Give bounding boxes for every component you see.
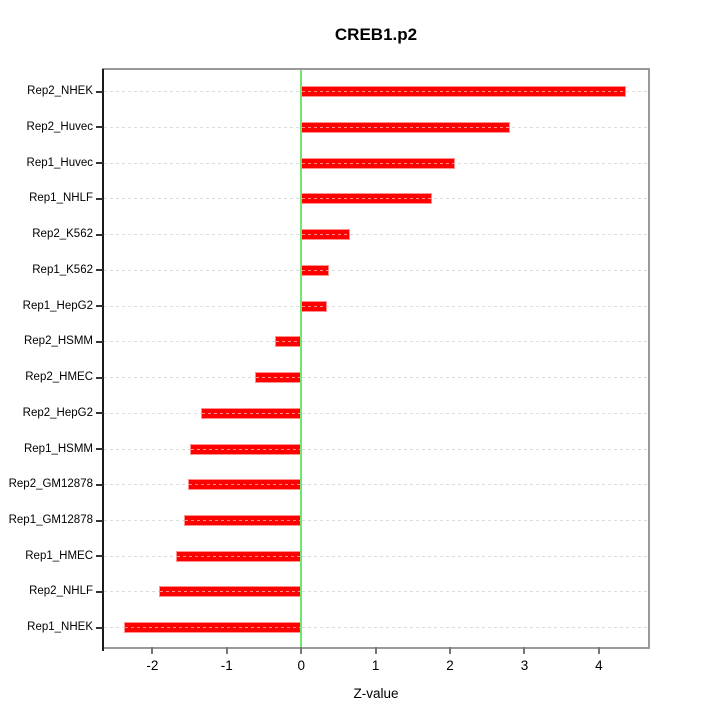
y-tick	[96, 126, 103, 129]
y-tick	[96, 233, 103, 236]
gridline	[104, 484, 648, 486]
x-axis-title: Z-value	[353, 686, 399, 701]
bar-gridline-overlay	[302, 126, 510, 128]
category-label: Rep1_K562	[32, 263, 93, 276]
gridline	[104, 341, 648, 343]
bar-gridline-overlay	[185, 520, 301, 521]
x-tick-label: 0	[297, 658, 305, 673]
category-label: Rep1_Huvec	[26, 156, 93, 169]
category-label: Rep2_NHEK	[27, 85, 93, 98]
bar	[190, 443, 302, 455]
category-label: Rep2_Huvec	[26, 120, 93, 133]
y-tick	[96, 626, 103, 629]
y-tick	[96, 376, 103, 379]
y-axis-line	[102, 69, 104, 651]
y-tick	[96, 519, 103, 522]
bar-gridline-overlay	[191, 448, 301, 450]
y-tick	[96, 305, 103, 308]
gridline	[104, 591, 648, 593]
category-label: Rep2_GM12878	[8, 478, 93, 491]
bar-gridline-overlay	[302, 91, 626, 93]
x-tick	[225, 647, 228, 654]
y-tick	[96, 590, 103, 593]
x-tick	[523, 647, 526, 654]
category-label: Rep1_NHEK	[27, 621, 93, 634]
x-tick-label: 2	[446, 658, 454, 673]
plot-area	[104, 70, 648, 647]
category-label: Rep1_HMEC	[25, 549, 93, 562]
category-label: Rep2_NHLF	[29, 585, 93, 598]
y-tick	[96, 448, 103, 451]
chart-title: CREB1.p2	[334, 25, 418, 44]
y-tick	[96, 555, 103, 558]
bar	[184, 515, 302, 526]
bar-gridline-overlay	[302, 305, 326, 307]
x-tick	[300, 647, 303, 654]
gridline	[104, 305, 648, 307]
gridline	[104, 555, 648, 557]
category-label: Rep1_HSMM	[23, 442, 93, 455]
x-tick-label: -1	[220, 658, 233, 673]
bar-gridline-overlay	[177, 555, 301, 557]
y-tick	[96, 197, 103, 200]
x-tick	[597, 647, 600, 654]
category-label: Rep1_NHLF	[29, 192, 93, 205]
category-label: Rep2_HepG2	[22, 406, 93, 419]
bar-gridline-overlay	[256, 377, 301, 379]
category-label: Rep2_HSMM	[23, 335, 93, 348]
gridline	[104, 234, 648, 236]
x-tick-label: 1	[371, 658, 380, 673]
y-tick	[96, 340, 103, 343]
category-label: Rep2_HMEC	[25, 371, 93, 384]
x-tick	[449, 647, 452, 654]
bar	[301, 157, 455, 169]
category-label: Rep2_K562	[32, 228, 93, 241]
bar-gridline-overlay	[125, 627, 301, 629]
y-tick	[96, 162, 103, 165]
x-tick	[374, 647, 377, 654]
y-tick	[96, 483, 103, 486]
zero-reference-line	[300, 70, 303, 647]
bar	[275, 336, 302, 348]
bar-gridline-overlay	[302, 198, 432, 200]
bar	[301, 193, 433, 205]
x-tick-label: 4	[595, 658, 603, 673]
bar	[176, 550, 302, 562]
bar	[201, 407, 302, 419]
x-tick	[151, 647, 154, 654]
gridline	[104, 627, 648, 629]
bar	[159, 586, 302, 598]
gridline	[104, 520, 648, 521]
bar-gridline-overlay	[302, 269, 328, 271]
bar	[301, 121, 511, 133]
category-label: Rep1_GM12878	[8, 514, 93, 526]
gridline	[104, 448, 648, 450]
x-tick-label: -2	[146, 658, 159, 673]
bar	[301, 229, 351, 241]
gridline	[104, 412, 648, 414]
bar	[301, 300, 327, 312]
bar-gridline-overlay	[160, 591, 301, 593]
bar-gridline-overlay	[276, 341, 301, 343]
bar	[301, 86, 627, 98]
x-tick-label: 3	[520, 658, 529, 673]
bar	[188, 479, 302, 491]
bar	[124, 622, 302, 634]
bar	[301, 264, 329, 276]
bar-gridline-overlay	[202, 412, 301, 414]
bar-gridline-overlay	[189, 484, 301, 486]
gridline	[104, 269, 648, 271]
y-tick	[96, 269, 103, 272]
bar-gridline-overlay	[302, 162, 454, 164]
category-label: Rep1_HepG2	[22, 299, 93, 312]
y-tick	[96, 412, 103, 415]
bar-gridline-overlay	[302, 234, 350, 236]
y-tick	[96, 90, 103, 93]
gridline	[104, 377, 648, 379]
bar	[255, 372, 302, 384]
